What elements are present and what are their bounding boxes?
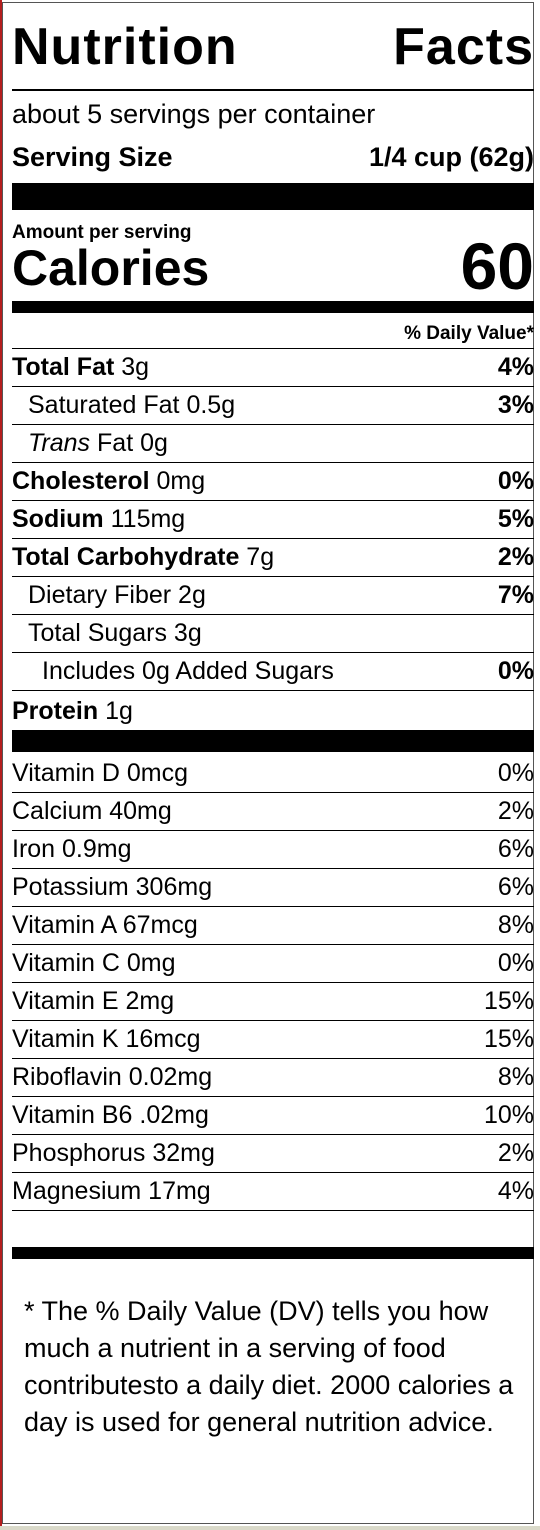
vitamin-dv: 6% xyxy=(497,873,534,901)
nutrient-row-total-sugars: Total Sugars 3g xyxy=(12,615,534,653)
nutrient-name: Fat xyxy=(97,429,134,457)
vitamin-row: Vitamin B6 .02mg 10% xyxy=(12,1097,534,1135)
title-word-facts: Facts xyxy=(393,18,534,76)
nutrient-amount: 115mg xyxy=(110,505,186,533)
nutrient-dv: 2% xyxy=(497,543,534,571)
vitamin-row: Vitamin C 0mg 0% xyxy=(12,945,534,983)
nutrient-name: Total Sugars xyxy=(28,619,167,647)
bottom-edge-strip xyxy=(0,1526,540,1530)
nutrient-name: Sodium xyxy=(12,505,104,533)
nutrient-amount: 3g xyxy=(173,619,202,647)
daily-value-footnote: * The % Daily Value (DV) tells you how m… xyxy=(24,1296,514,1437)
thick-divider-vitamins xyxy=(12,730,534,752)
nutrient-amount: 7g xyxy=(246,543,275,571)
nutrient-row-cholesterol: Cholesterol 0mg 0% xyxy=(12,463,534,501)
vitamin-dv: 15% xyxy=(483,1025,534,1053)
vitamin-dv: 8% xyxy=(497,1063,534,1091)
vitamin-label: Vitamin C 0mg xyxy=(12,949,176,977)
vitamin-label: Phosphorus 32mg xyxy=(12,1139,215,1167)
vitamin-label: Vitamin B6 .02mg xyxy=(12,1101,209,1129)
vitamin-dv: 4% xyxy=(497,1177,534,1205)
title-divider xyxy=(12,89,534,91)
vitamin-label: Magnesium 17mg xyxy=(12,1177,211,1205)
thick-divider-top xyxy=(12,183,534,210)
nutrient-row-added-sugars: Includes 0g Added Sugars 0% xyxy=(12,653,534,691)
nutrient-dv: 0% xyxy=(497,657,534,685)
nutrient-dv: 5% xyxy=(497,505,534,533)
nutrient-name: Dietary Fiber xyxy=(28,581,172,609)
nutrient-dv: 7% xyxy=(497,581,534,609)
vitamin-row: Vitamin E 2mg 15% xyxy=(12,983,534,1021)
daily-value-header: % Daily Value* xyxy=(404,323,534,344)
calories-divider xyxy=(12,301,534,313)
vitamin-label: Potassium 306mg xyxy=(12,873,213,901)
vitamin-dv: 0% xyxy=(497,759,534,787)
nutrient-row-total-carbohydrate: Total Carbohydrate 7g 2% xyxy=(12,539,534,577)
nutrient-name: Saturated Fat xyxy=(28,391,180,419)
nutrient-amount: 0.5g xyxy=(186,391,236,419)
nutrient-amount: 2g xyxy=(178,581,206,609)
nutrient-row-saturated-fat: Saturated Fat 0.5g 3% xyxy=(12,387,534,425)
nutrient-name: Cholesterol xyxy=(12,467,150,495)
nutrient-amount: 1g xyxy=(105,696,133,725)
vitamin-row: Phosphorus 32mg 2% xyxy=(12,1135,534,1173)
nutrient-dv: 4% xyxy=(497,353,534,381)
vitamin-label: Vitamin D 0mcg xyxy=(12,759,188,787)
added-sugars-text: Includes 0g Added Sugars xyxy=(42,657,334,685)
serving-size-row: Serving Size 1/4 cup (62g) xyxy=(12,140,534,174)
vitamin-row: Iron 0.9mg 6% xyxy=(12,831,534,869)
vitamin-label: Riboflavin 0.02mg xyxy=(12,1063,213,1091)
vitamin-row: Riboflavin 0.02mg 8% xyxy=(12,1059,534,1097)
vitamin-row: Vitamin K 16mcg 15% xyxy=(12,1021,534,1059)
vitamin-row: Calcium 40mg 2% xyxy=(12,793,534,831)
label-title: Nutrition Facts xyxy=(12,17,534,77)
nutrient-row-protein: Protein 1g xyxy=(12,692,534,730)
vitamin-row: Vitamin D 0mcg 0% xyxy=(12,755,534,793)
nutrient-name-italic: Trans xyxy=(28,429,91,457)
thick-divider-bottom xyxy=(12,1247,534,1259)
vitamin-row: Potassium 306mg 6% xyxy=(12,869,534,907)
nutrient-name: Total Carbohydrate xyxy=(12,543,240,571)
title-word-nutrition: Nutrition xyxy=(12,18,238,76)
vitamin-dv: 0% xyxy=(497,949,534,977)
nutrient-row-total-fat: Total Fat 3g 4% xyxy=(12,349,534,387)
serving-size-value: 1/4 cup (62g) xyxy=(368,142,534,172)
vitamin-label: Vitamin A 67mcg xyxy=(12,911,198,939)
vitamin-dv: 8% xyxy=(497,911,534,939)
nutrient-row-sodium: Sodium 115mg 5% xyxy=(12,501,534,539)
amount-per-serving: Amount per serving xyxy=(12,222,192,243)
calories-value: 60 xyxy=(460,229,534,303)
vitamin-label: Iron 0.9mg xyxy=(12,835,132,863)
vitamin-label: Calcium 40mg xyxy=(12,797,172,825)
vitamin-row: Vitamin A 67mcg 8% xyxy=(12,907,534,945)
nutrient-amount: 0mg xyxy=(156,467,206,495)
servings-per-container: about 5 servings per container xyxy=(12,99,376,129)
nutrient-name: Total Fat xyxy=(12,353,115,381)
left-edge-strip xyxy=(0,0,2,1530)
vitamin-dv: 6% xyxy=(497,835,534,863)
nutrient-dv: 0% xyxy=(497,467,534,495)
nutrient-dv: 3% xyxy=(497,391,534,419)
nutrient-amount: 0g xyxy=(140,429,168,457)
dv-header-divider xyxy=(12,348,534,349)
vitamin-label: Vitamin E 2mg xyxy=(12,987,175,1015)
calories-row: Calories 60 xyxy=(12,233,534,299)
vitamin-dv: 10% xyxy=(483,1101,534,1129)
vitamin-dv: 2% xyxy=(497,797,534,825)
serving-size-label: Serving Size xyxy=(12,142,173,172)
nutrient-row-trans-fat: Trans Fat 0g xyxy=(12,425,534,463)
nutrient-amount: 3g xyxy=(121,353,150,381)
calories-label: Calories xyxy=(12,240,210,296)
vitamin-row: Magnesium 17mg 4% xyxy=(12,1173,534,1211)
vitamin-label: Vitamin K 16mcg xyxy=(12,1025,201,1053)
vitamin-dv: 2% xyxy=(497,1139,534,1167)
nutrient-row-dietary-fiber: Dietary Fiber 2g 7% xyxy=(12,577,534,615)
nutrient-name: Protein xyxy=(12,696,99,725)
vitamin-dv: 15% xyxy=(483,987,534,1015)
